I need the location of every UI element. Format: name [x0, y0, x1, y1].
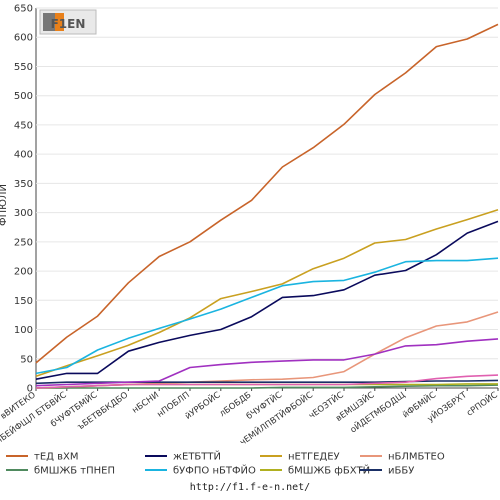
- legend: тЕД вХМ жЕТБТТЙ нЕТГЕДЕУ нБЛМБТЕО бМШЖБ тПНЕ…: [6, 450, 445, 477]
- grid: [36, 7, 498, 360]
- y-tick-label: 50: [20, 354, 33, 365]
- legend-label: бУФПО нБТФЙО: [173, 464, 256, 477]
- logo: F1EN: [39, 9, 97, 35]
- legend-label: иББУ: [388, 466, 414, 477]
- y-tick-label: 250: [14, 237, 33, 248]
- logo-text: F1EN: [51, 17, 86, 31]
- series-line: [35, 23, 499, 364]
- legend-label: бМШЖБ фБХТЙ: [288, 464, 370, 477]
- legend-label: тЕД вХМ: [34, 452, 79, 463]
- series-line: [35, 257, 499, 375]
- y-tick-label: 200: [14, 267, 33, 278]
- legend-label: жЕТБТТЙ: [173, 450, 221, 463]
- legend-label: нБЛМБТЕО: [388, 452, 445, 463]
- y-tick-label: 450: [14, 120, 33, 131]
- y-tick-label: 150: [14, 296, 33, 307]
- y-tick-label: 0: [27, 384, 33, 395]
- y-tick-label: 300: [14, 208, 33, 219]
- y-tick-label: 100: [14, 325, 33, 336]
- series-line: [36, 384, 499, 389]
- series-line: [35, 208, 499, 378]
- y-tick-label: 650: [14, 4, 33, 15]
- y-tick-label: 600: [14, 33, 33, 44]
- line-chart: 050100150200250300350400450500550600650 …: [0, 3, 500, 477]
- y-axis-ticks: 0 50 100 150 200 250 300 350 400 450 500 550 600 650: [14, 4, 33, 395]
- series-line: [35, 374, 499, 389]
- y-tick-label: 350: [14, 179, 33, 190]
- y-axis-label: ФПЮЛИ: [0, 184, 9, 226]
- series-group: [35, 23, 499, 389]
- legend-label: бМШЖБ тПНЕП: [34, 466, 115, 477]
- legend-label: нЕТГЕДЕУ: [288, 452, 340, 463]
- y-tick-label: 550: [14, 62, 33, 73]
- series-line: [35, 338, 499, 387]
- y-tick-label: 500: [14, 91, 33, 102]
- series-line: [35, 220, 499, 380]
- y-tick-label: 400: [14, 150, 33, 161]
- footer-url[interactable]: http://f1.f-e-n.net/: [189, 482, 311, 493]
